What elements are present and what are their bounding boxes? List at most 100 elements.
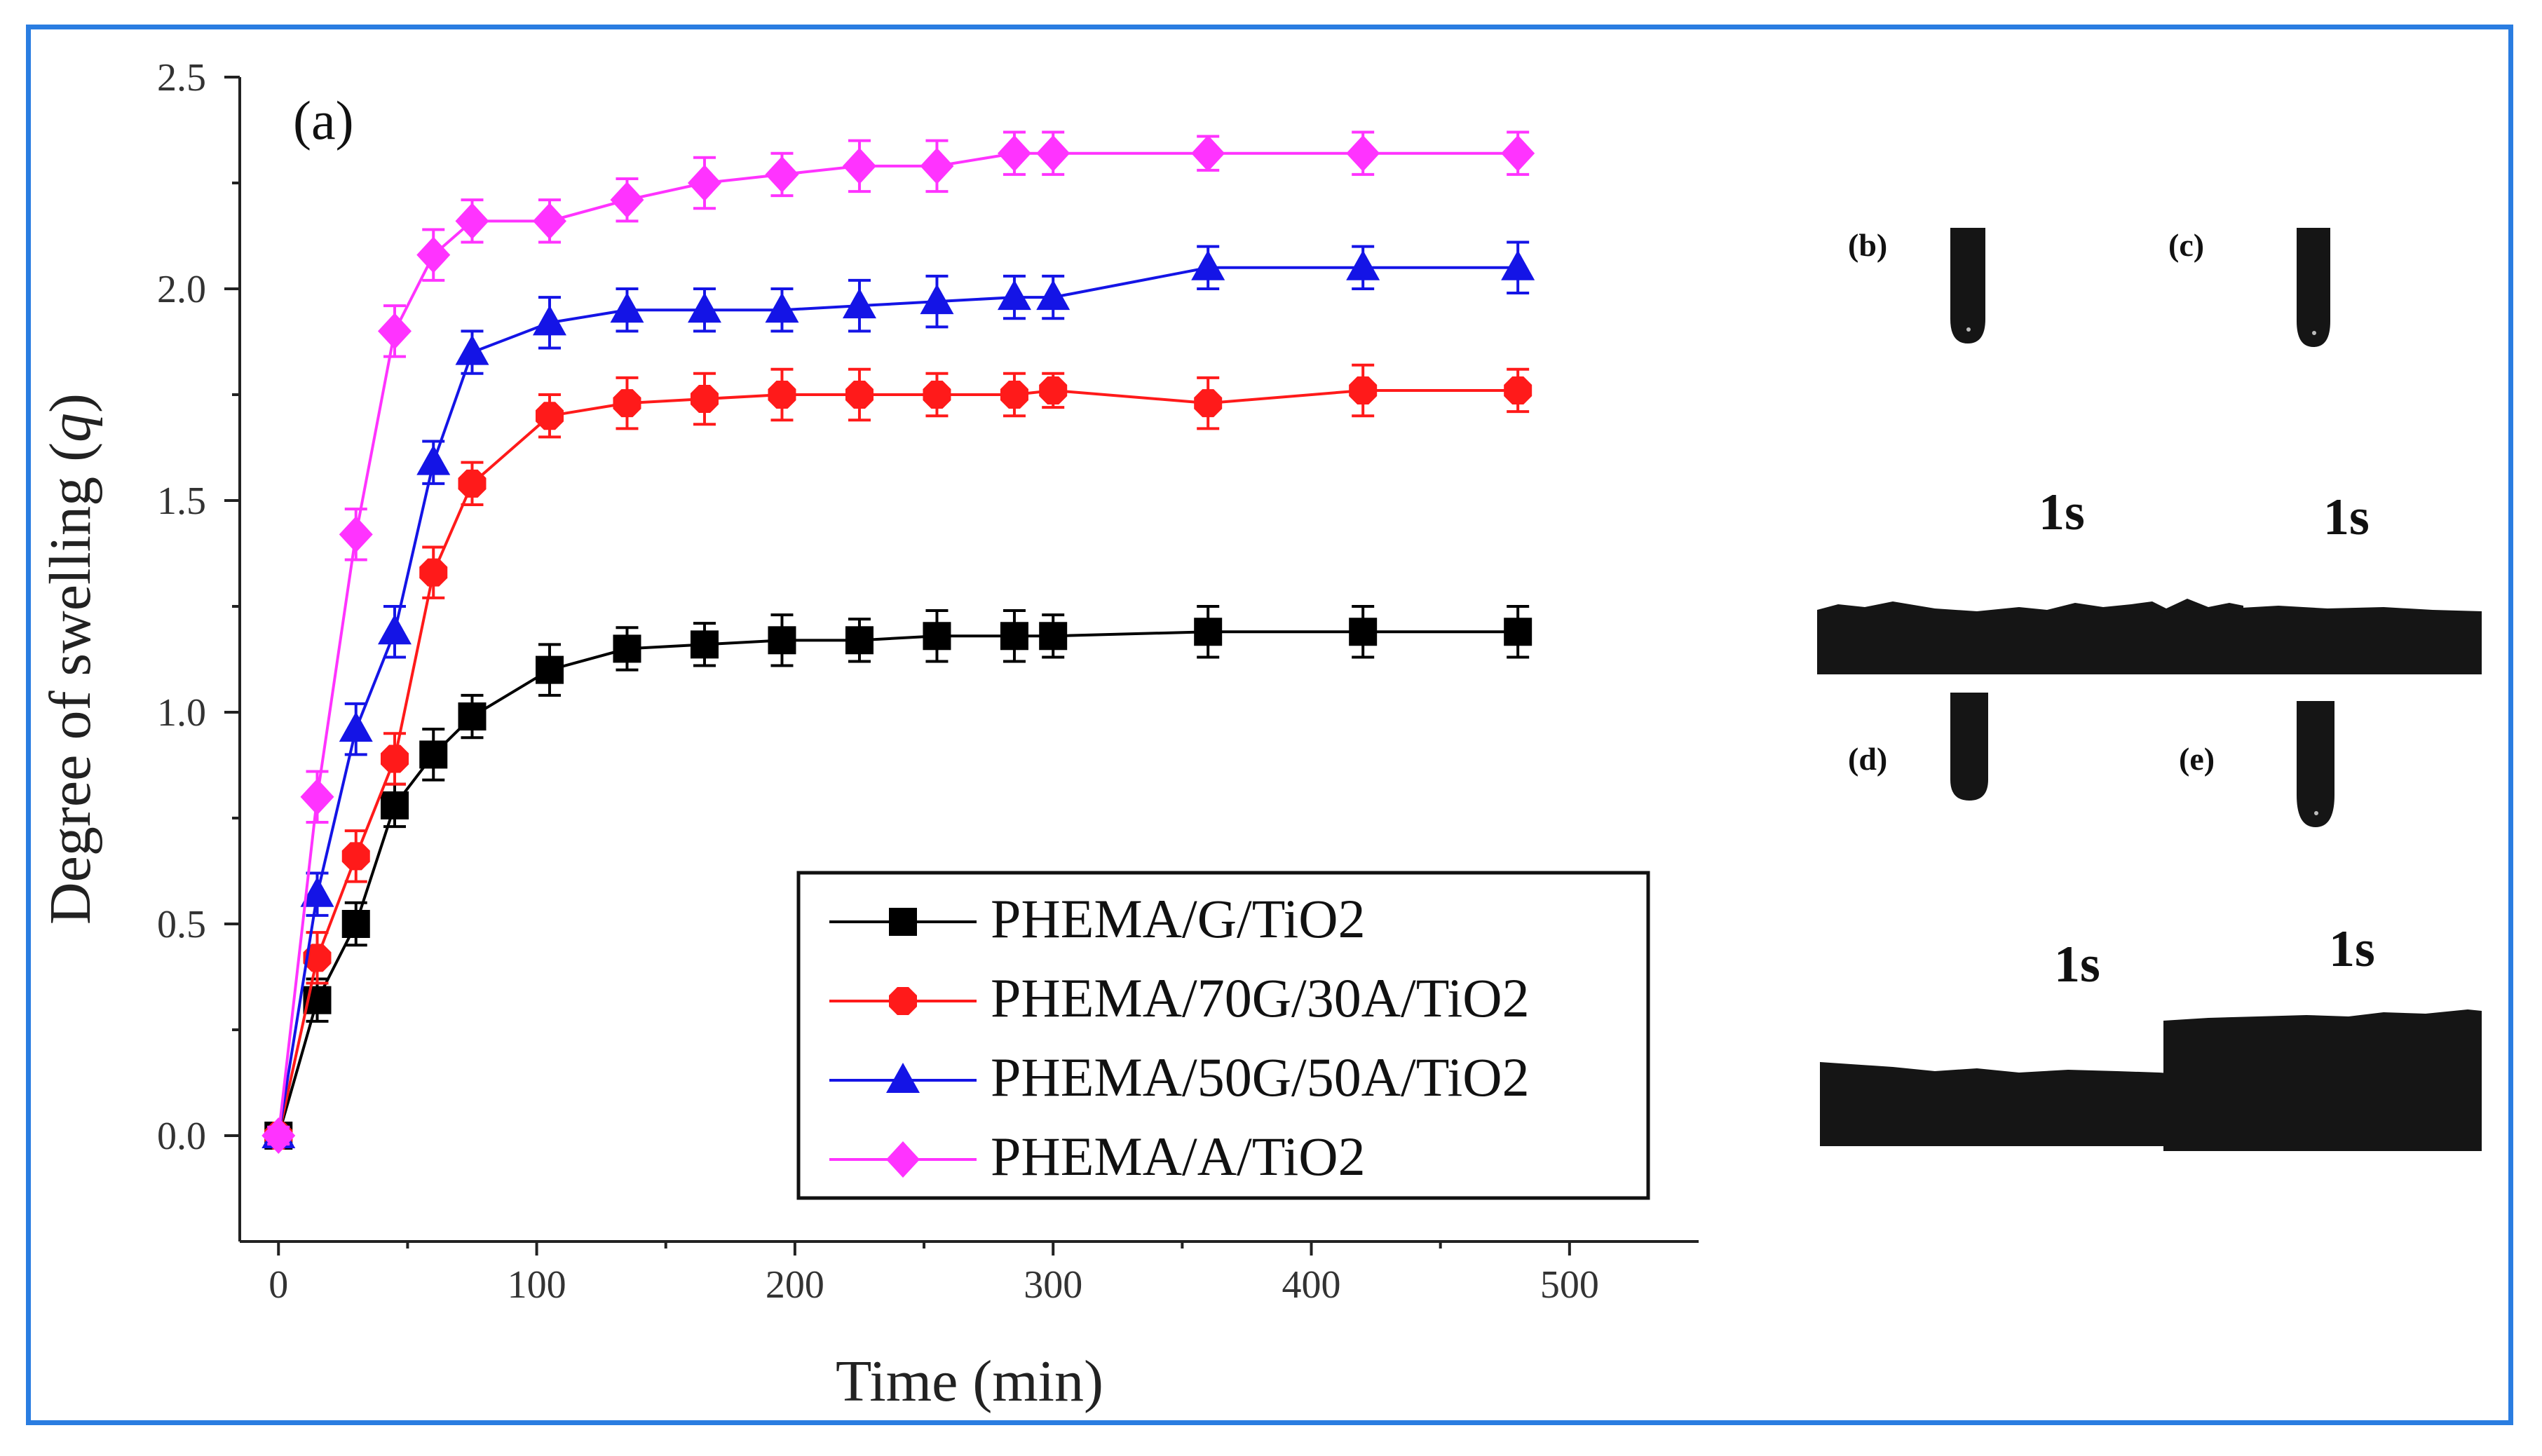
panel-e-droplet — [2297, 701, 2334, 827]
data-point — [610, 182, 644, 219]
data-point — [1036, 135, 1071, 172]
panel-e-surface — [2163, 1009, 2482, 1151]
data-point — [458, 469, 487, 498]
data-point — [1349, 618, 1378, 646]
panel-d-droplet — [1950, 693, 1988, 801]
data-point — [690, 630, 719, 659]
data-point — [690, 385, 719, 414]
panel-d-surface — [1820, 1062, 2243, 1146]
data-point — [535, 655, 564, 684]
legend-marker — [889, 908, 917, 936]
panel-e: (e) 1s — [2163, 701, 2482, 1151]
x-tick-label: 100 — [508, 1263, 566, 1307]
legend-marker — [889, 987, 917, 1015]
x-tick-label: 0 — [269, 1263, 288, 1307]
data-point — [1036, 280, 1071, 311]
data-point — [997, 135, 1031, 172]
panel-b-surface — [1817, 599, 2243, 674]
legend-label-3: PHEMA/A/TiO2 — [991, 1126, 1366, 1187]
series-3 — [261, 130, 1535, 1154]
plot-axes — [238, 77, 1699, 1243]
data-point — [920, 147, 954, 184]
legend-marker — [886, 1063, 920, 1093]
data-point — [1000, 381, 1028, 409]
data-point — [416, 236, 451, 273]
data-point — [380, 744, 409, 773]
contact-angle-panels: (b) 1s (c) 1s (d) 1s (e) 1s — [1817, 227, 2482, 1151]
data-point — [341, 842, 370, 871]
panel-e-droplet-glint — [2314, 811, 2318, 815]
data-point — [842, 147, 876, 184]
data-point — [419, 558, 448, 587]
x-tick-label: 300 — [1024, 1263, 1082, 1307]
y-tick-label: 1.5 — [157, 479, 206, 523]
data-point — [1039, 376, 1068, 404]
data-point — [920, 284, 954, 315]
panel-a-label: (a) — [293, 90, 354, 151]
y-axis-title-suffix: ) — [38, 393, 103, 413]
panel-b-label: (b) — [1848, 227, 1887, 263]
legend-label-2: PHEMA/50G/50A/TiO2 — [991, 1047, 1530, 1108]
data-point — [380, 791, 409, 819]
panel-c: (c) 1s — [2161, 227, 2482, 674]
legend: PHEMA/G/TiO2 PHEMA/70G/30A/TiO2 PHEMA/50… — [796, 871, 1650, 1200]
panel-c-droplet — [2297, 228, 2330, 347]
data-point — [1501, 135, 1535, 172]
data-point — [923, 381, 951, 409]
data-point — [1501, 250, 1535, 280]
data-point — [535, 402, 564, 430]
panel-c-droplet-glint — [2312, 331, 2316, 335]
data-point — [532, 203, 566, 240]
y-axis-title-prefix: Degree of swelling ( — [38, 442, 103, 925]
data-point — [339, 712, 373, 742]
data-point — [1194, 618, 1223, 646]
data-point — [300, 876, 334, 907]
data-point — [765, 292, 799, 323]
data-point — [687, 165, 721, 201]
panel-c-label: (c) — [2168, 227, 2204, 263]
panel-c-time: 1s — [2323, 489, 2370, 546]
panel-c-surface — [2161, 606, 2482, 674]
data-point — [377, 614, 412, 645]
data-point — [1191, 135, 1225, 172]
data-point — [765, 156, 799, 193]
x-tick-label: 500 — [1540, 1263, 1599, 1307]
data-point — [845, 381, 874, 409]
y-tick-label: 2.0 — [157, 268, 206, 311]
x-tick-label: 200 — [766, 1263, 824, 1307]
legend-box — [796, 871, 1650, 1200]
panel-b-time: 1s — [2039, 484, 2085, 541]
data-point — [341, 910, 370, 938]
data-point — [300, 778, 334, 815]
y-axis-title: Degree of swelling (q) — [38, 393, 103, 925]
data-point — [419, 740, 448, 769]
data-point — [1039, 622, 1068, 651]
data-point — [613, 634, 641, 663]
data-point — [377, 313, 412, 350]
data-point — [1191, 250, 1225, 280]
data-point — [923, 622, 951, 651]
y-tick-label: 2.5 — [157, 56, 206, 100]
data-point — [261, 1117, 296, 1154]
data-point — [610, 292, 644, 323]
data-point — [613, 389, 641, 418]
panel-e-label: (e) — [2179, 741, 2215, 777]
legend-samples — [829, 908, 977, 1178]
data-point — [458, 702, 487, 731]
y-tick-label: 0.5 — [157, 903, 206, 946]
data-point — [1346, 250, 1380, 280]
series-2 — [261, 240, 1535, 1148]
data-point — [1504, 376, 1532, 404]
panel-d-time: 1s — [2054, 936, 2100, 993]
y-tick-label: 0.0 — [157, 1115, 206, 1158]
x-axis-title: Time (min) — [836, 1349, 1103, 1414]
data-point — [1504, 618, 1532, 646]
data-point — [1194, 389, 1223, 418]
data-point — [842, 288, 876, 319]
data-point — [532, 305, 566, 336]
data-point — [455, 334, 489, 365]
data-point — [1346, 135, 1380, 172]
data-point — [303, 944, 332, 972]
y-ticks: 0.0 0.5 1.0 1.5 2.0 2.5 — [157, 56, 240, 1158]
